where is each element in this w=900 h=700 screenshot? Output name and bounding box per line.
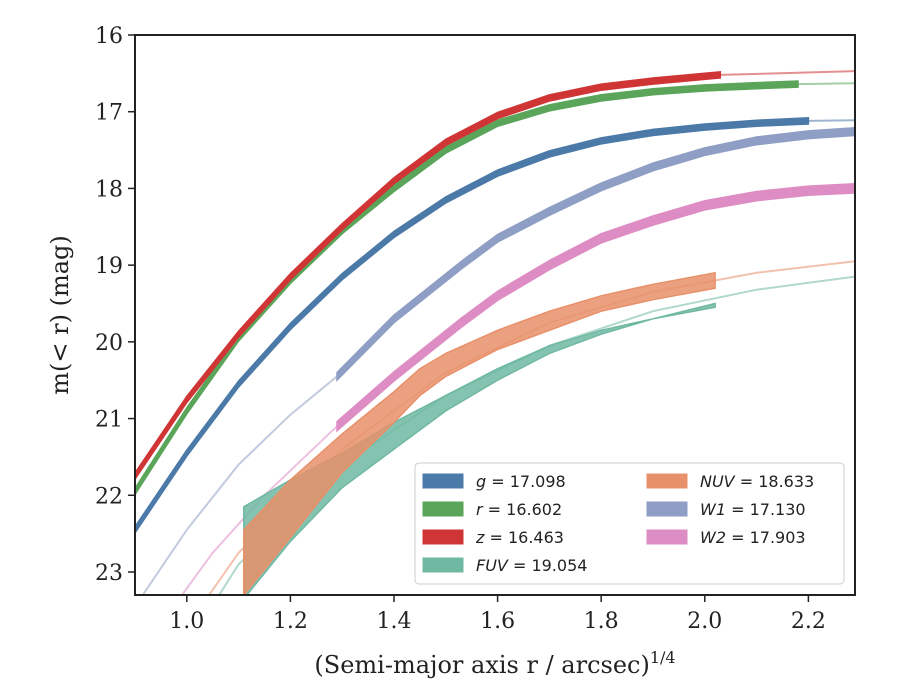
series-r-extension [797, 82, 855, 86]
x-tick-label: 1.2 [273, 609, 308, 634]
legend-swatch-nuv [646, 473, 688, 489]
x-tick-label: 2.2 [791, 609, 826, 634]
y-tick-label: 20 [95, 331, 123, 356]
x-axis-label: (Semi-major axis r / arcsec)1/4 [314, 648, 675, 679]
legend-swatch-w2 [646, 529, 688, 545]
legend-label-z: z = 16.463 [475, 528, 564, 547]
legend-swatch-fuv [422, 557, 464, 573]
series-w2-extension [180, 425, 338, 595]
x-tick-label: 1.6 [480, 609, 515, 634]
series-w2-band [336, 183, 855, 433]
legend-swatch-r [422, 501, 464, 517]
y-tick-label: 23 [95, 561, 123, 586]
x-tick-label: 1.0 [169, 609, 204, 634]
y-tick-label: 21 [95, 408, 123, 433]
legend-swatch-z [422, 529, 464, 545]
y-tick-label: 19 [95, 254, 123, 279]
series-nuv-band [243, 271, 716, 595]
legend: g = 17.098 r = 16.602 z = 16.463 FUV = 19.0… [414, 462, 845, 585]
legend-swatch-w1 [646, 501, 688, 517]
y-tick-label: 18 [95, 177, 123, 202]
series-z-band [135, 70, 722, 481]
legend-label-g: g = 17.098 [476, 472, 566, 491]
x-tick-label: 1.4 [376, 609, 411, 634]
series-layer [135, 70, 855, 595]
legend-label-w2: W2 = 17.903 [700, 528, 806, 547]
series-w1-band [336, 127, 855, 383]
y-axis-label: m(< r) (mag) [46, 235, 74, 394]
legend-label-r: r = 16.602 [476, 500, 562, 519]
x-tick-label: 1.8 [584, 609, 619, 634]
legend-box [414, 462, 845, 585]
plot-frame [134, 34, 856, 596]
series-w2-line [336, 187, 855, 428]
series-g-extension [808, 119, 855, 122]
series-z-line [135, 73, 721, 477]
series-w1-extension [141, 375, 338, 595]
legend-swatch-g [422, 473, 464, 489]
y-tick-label: 22 [95, 484, 123, 509]
y-tick-label: 17 [95, 101, 123, 126]
ticks-layer: 1.0 1.2 1.4 1.6 1.8 2.0 2.2 16 17 18 19 20 21 22 23 [95, 24, 826, 634]
legend-label-fuv: FUV = 19.054 [476, 556, 587, 575]
x-tick-label: 2.0 [687, 609, 722, 634]
series-g-band [135, 117, 810, 535]
series-g-line [135, 119, 809, 531]
legend-label-w1: W1 = 17.130 [700, 500, 806, 519]
series-w1-line [336, 130, 855, 378]
series-z-extension [720, 70, 855, 76]
legend-label-nuv: NUV = 18.633 [700, 472, 814, 491]
series-fuv-band [243, 302, 716, 595]
y-tick-label: 16 [95, 24, 123, 49]
